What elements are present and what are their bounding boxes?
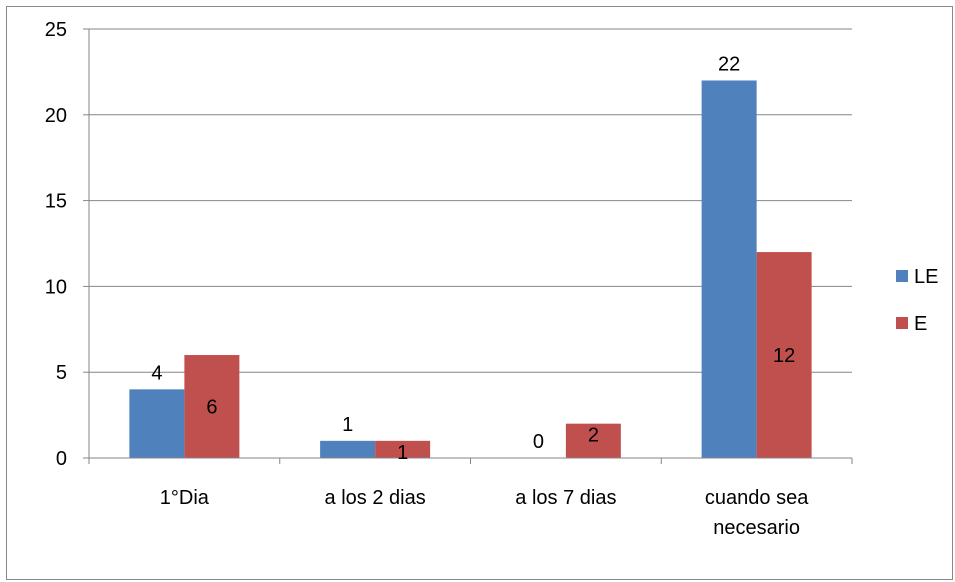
data-label-le: 1 bbox=[342, 414, 353, 436]
bar-e bbox=[565, 423, 621, 458]
bar-le bbox=[701, 80, 757, 458]
y-tick-label: 25 bbox=[45, 19, 67, 41]
bars bbox=[129, 80, 812, 458]
data-label-e: 12 bbox=[773, 345, 795, 367]
x-category-label: a los 7 dias bbox=[515, 487, 616, 509]
bar-e bbox=[756, 252, 812, 458]
data-label-le: 4 bbox=[151, 362, 162, 384]
bar-le bbox=[129, 389, 185, 458]
x-category-label: cuando sea necesario bbox=[705, 487, 809, 539]
legend-label-le: LE bbox=[914, 266, 938, 288]
x-category-label: a los 2 dias bbox=[325, 487, 426, 509]
data-label-e: 1 bbox=[397, 442, 408, 464]
data-label-e: 6 bbox=[206, 397, 217, 419]
legend: LE E bbox=[896, 266, 938, 335]
data-label-e: 2 bbox=[588, 425, 599, 447]
legend-label-e: E bbox=[914, 313, 927, 335]
x-category-label: 1°Dia bbox=[160, 487, 210, 509]
data-label-le: 0 bbox=[533, 431, 544, 453]
y-tick-label: 5 bbox=[56, 362, 67, 384]
legend-swatch-le bbox=[896, 270, 908, 282]
bar-e bbox=[184, 355, 240, 458]
bar-le bbox=[320, 440, 376, 458]
y-tick-label: 10 bbox=[45, 276, 67, 298]
y-tick-label: 20 bbox=[45, 105, 67, 127]
bar-e bbox=[375, 440, 431, 458]
legend-swatch-e bbox=[896, 317, 908, 329]
data-label-le: 22 bbox=[718, 53, 740, 75]
y-tick-label: 0 bbox=[56, 448, 67, 470]
y-tick-label: 15 bbox=[45, 191, 67, 213]
